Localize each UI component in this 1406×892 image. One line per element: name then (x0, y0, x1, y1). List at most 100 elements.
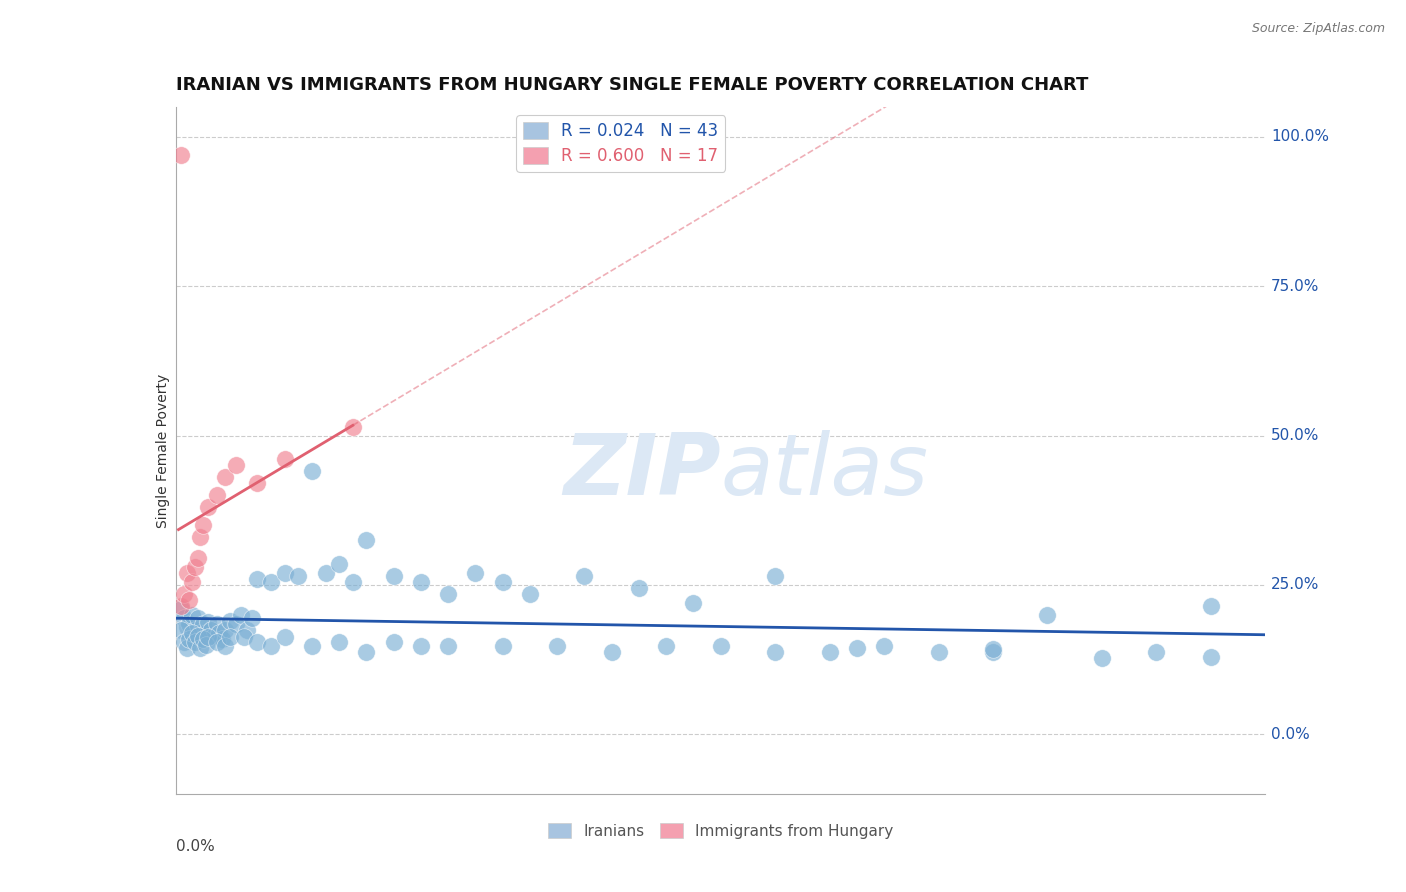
Legend: Iranians, Immigrants from Hungary: Iranians, Immigrants from Hungary (541, 816, 900, 845)
Point (328, 634, 350, 648)
Point (205, 488, 228, 502)
Text: 100.0%: 100.0% (1271, 129, 1329, 145)
Point (437, 639, 460, 653)
Point (682, 596, 704, 610)
Point (763, 645, 786, 659)
Point (464, 566, 486, 580)
Point (219, 614, 242, 628)
Point (170, 601, 193, 615)
Point (1199, 649, 1222, 664)
Point (181, 625, 204, 640)
Point (186, 551, 209, 566)
Y-axis label: Single Female Poverty: Single Female Poverty (156, 374, 170, 527)
Point (315, 566, 337, 580)
Point (246, 634, 269, 648)
Point (205, 634, 228, 648)
Point (231, 607, 253, 622)
Point (409, 574, 432, 589)
Point (342, 419, 364, 434)
Text: Source: ZipAtlas.com: Source: ZipAtlas.com (1251, 22, 1385, 36)
Point (179, 616, 201, 631)
Point (260, 574, 283, 589)
Point (356, 645, 378, 659)
Point (214, 470, 236, 484)
Point (197, 615, 219, 629)
Point (191, 518, 214, 533)
Point (1199, 599, 1222, 613)
Point (188, 530, 211, 544)
Point (260, 639, 283, 653)
Point (600, 645, 623, 659)
Point (188, 625, 211, 640)
Point (981, 645, 1004, 659)
Point (214, 623, 236, 637)
Point (173, 587, 195, 601)
Point (492, 639, 515, 653)
Text: 75.0%: 75.0% (1271, 278, 1319, 293)
Point (186, 629, 209, 643)
Point (1091, 650, 1114, 665)
Point (1144, 645, 1167, 659)
Point (170, 599, 193, 613)
Point (179, 592, 201, 607)
Point (186, 610, 209, 624)
Point (176, 620, 198, 634)
Point (240, 610, 263, 624)
Point (492, 574, 515, 589)
Point (710, 639, 733, 653)
Point (219, 631, 242, 645)
Point (382, 569, 405, 583)
Text: 0.0%: 0.0% (176, 838, 215, 854)
Point (197, 631, 219, 645)
Point (181, 574, 204, 589)
Point (873, 639, 896, 653)
Point (211, 632, 233, 646)
Point (409, 639, 432, 653)
Point (574, 569, 596, 583)
Point (188, 640, 211, 655)
Point (274, 566, 297, 580)
Point (246, 572, 269, 586)
Point (205, 616, 228, 631)
Point (437, 587, 460, 601)
Point (191, 616, 214, 631)
Point (928, 645, 950, 659)
Point (208, 625, 231, 640)
Text: 50.0%: 50.0% (1271, 428, 1319, 443)
Point (232, 631, 254, 645)
Point (202, 629, 225, 643)
Point (200, 623, 222, 637)
Point (655, 639, 678, 653)
Point (274, 452, 297, 467)
Text: ZIP: ZIP (562, 430, 721, 513)
Point (181, 607, 204, 622)
Point (246, 476, 269, 491)
Point (194, 625, 217, 640)
Point (197, 500, 219, 515)
Point (235, 623, 257, 637)
Point (519, 587, 541, 601)
Point (194, 638, 217, 652)
Point (356, 533, 378, 547)
Point (173, 610, 195, 624)
Point (763, 569, 786, 583)
Point (191, 632, 214, 646)
Point (170, 148, 193, 162)
Point (214, 639, 236, 653)
Point (225, 458, 247, 473)
Point (176, 566, 198, 580)
Point (225, 616, 247, 631)
Text: 0.0%: 0.0% (1271, 727, 1309, 741)
Point (382, 634, 405, 648)
Point (170, 623, 193, 637)
Point (173, 634, 195, 648)
Point (301, 464, 323, 478)
Point (546, 639, 568, 653)
Point (981, 642, 1004, 657)
Point (1036, 607, 1059, 622)
Point (287, 569, 309, 583)
Point (301, 639, 323, 653)
Point (176, 640, 198, 655)
Text: IRANIAN VS IMMIGRANTS FROM HUNGARY SINGLE FEMALE POVERTY CORRELATION CHART: IRANIAN VS IMMIGRANTS FROM HUNGARY SINGL… (176, 77, 1088, 95)
Point (845, 640, 868, 655)
